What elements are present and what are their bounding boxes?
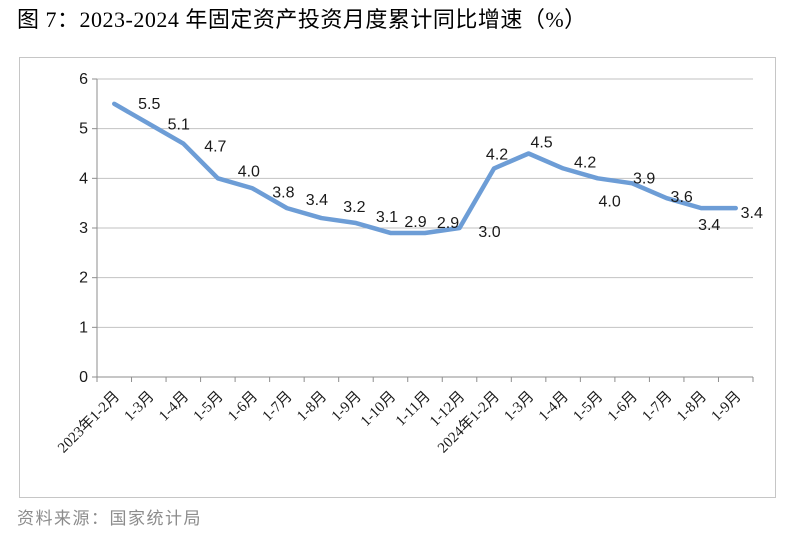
x-tick-label: 1-10月 (358, 389, 399, 430)
x-tick-label: 1-11月 (393, 389, 434, 430)
y-tick-label: 6 (79, 71, 88, 88)
x-tick-label: 1-7月 (639, 389, 675, 425)
data-label: 2.9 (404, 214, 426, 231)
chart-container: 0 1 2 3 4 5 6 2023年1-2月 1-3月 1-4月 1-5月 1-6月 1-7月 1-8月… (19, 57, 776, 498)
data-label: 4.2 (486, 146, 508, 163)
x-tick-label: 1-5月 (570, 389, 606, 425)
y-tick-label: 1 (79, 319, 88, 336)
data-label: 4.7 (204, 139, 226, 156)
data-label: 3.0 (478, 224, 500, 241)
x-tick-label: 1-3月 (501, 389, 537, 425)
x-tick-label: 1-6月 (605, 389, 641, 425)
chart-canvas: 01234562023年1-2月1-3月1-4月1-5月1-6月1-7月1-8月… (55, 71, 763, 457)
x-tick-label: 1-4月 (156, 389, 192, 425)
data-label: 4.0 (599, 193, 621, 210)
data-label: 2.9 (437, 215, 459, 232)
y-tick-label: 0 (79, 369, 88, 386)
data-label: 3.8 (272, 184, 294, 201)
y-tick-label: 3 (79, 220, 88, 237)
x-tick-label: 1-6月 (225, 389, 261, 425)
data-label: 3.6 (671, 189, 693, 206)
series-line (112, 101, 738, 236)
y-tick-label: 2 (79, 270, 88, 287)
data-label: 4.0 (238, 163, 260, 180)
data-label: 3.4 (698, 217, 720, 234)
source-note: 资料来源：国家统计局 (17, 509, 202, 528)
data-label: 3.1 (376, 209, 398, 226)
data-label: 3.2 (343, 199, 365, 216)
y-tick-label: 4 (79, 170, 88, 187)
x-tick-label: 1-7月 (260, 389, 296, 425)
x-tick-label: 1-8月 (674, 389, 710, 425)
x-tick-label: 1-4月 (536, 389, 572, 425)
data-label: 4.2 (574, 154, 596, 171)
x-tick-label: 1-8月 (294, 389, 330, 425)
data-label: 5.5 (138, 96, 160, 113)
data-label: 4.5 (530, 135, 552, 152)
data-label: 5.1 (168, 117, 190, 134)
x-tick-label: 1-3月 (122, 389, 158, 425)
data-label: 3.9 (633, 170, 655, 187)
x-tick-label: 1-5月 (191, 389, 227, 425)
data-label: 3.4 (306, 192, 328, 209)
y-tick-label: 5 (79, 121, 88, 138)
figure-title: 图 7：2023-2024 年固定资产投资月度累计同比增速（%） (17, 7, 587, 32)
x-tick-label: 1-9月 (709, 389, 745, 425)
x-tick-label: 2023年1-2月 (55, 388, 124, 457)
data-label: 3.4 (741, 205, 763, 222)
